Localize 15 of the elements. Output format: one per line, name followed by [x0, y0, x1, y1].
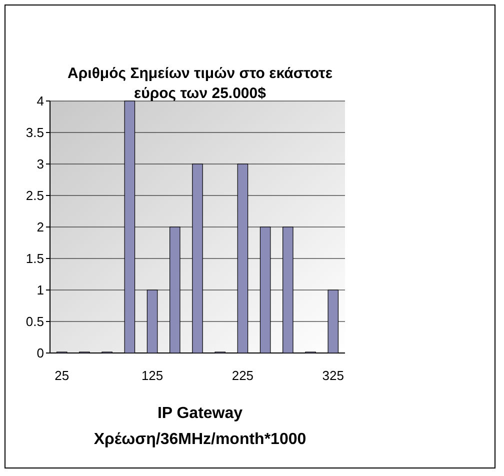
x-tick-label: 25: [54, 368, 70, 383]
y-tick-label: 1: [36, 282, 44, 298]
y-tick-label: 1.5: [26, 251, 44, 266]
x-tick-label: 325: [322, 368, 344, 383]
y-tick-label: 3: [36, 156, 44, 172]
y-tick-label: 2: [36, 220, 44, 235]
x-tick-label: 125: [141, 368, 164, 383]
y-tick-label: 4: [36, 94, 44, 109]
y-tick-label: 3.5: [26, 125, 44, 140]
y-tick-label: 0: [36, 346, 44, 361]
x-axis-title: IP Gateway Χρέωση/36MHz/month*1000: [94, 405, 306, 448]
chart-title: Αριθμός Σημείων τιμών στο εκάστοτε εύρος των 25.000$: [68, 65, 332, 102]
y-tick-label: 0.5: [26, 314, 44, 330]
x-tick-label: 225: [232, 368, 254, 383]
y-tick-label: 2.5: [26, 188, 44, 204]
